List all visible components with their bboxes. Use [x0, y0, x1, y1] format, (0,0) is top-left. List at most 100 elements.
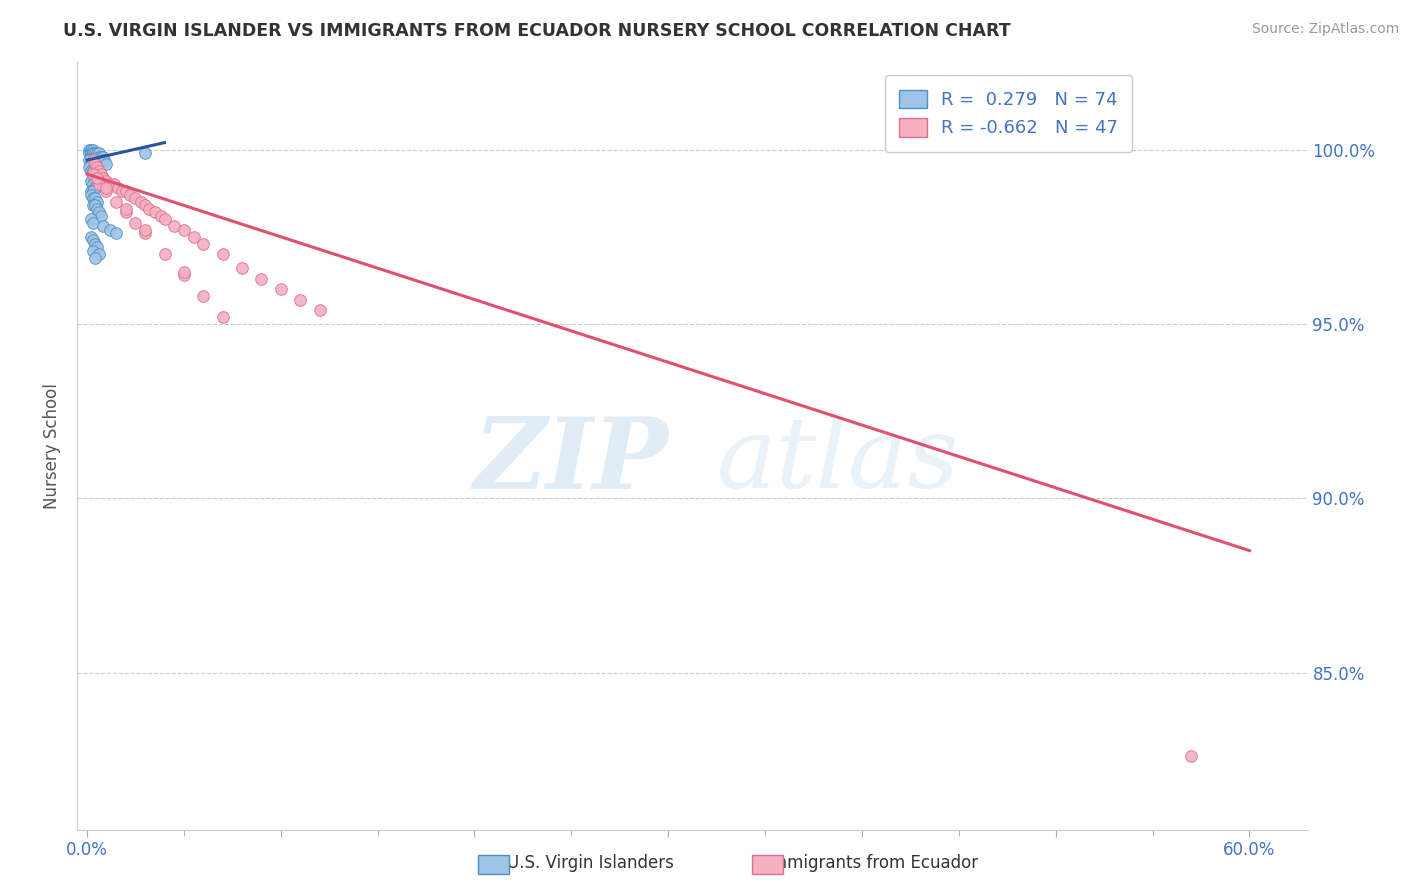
Point [86, 202, 108, 216]
Text: Source: ZipAtlas.com: Source: ZipAtlas.com [1251, 22, 1399, 37]
Point [149, 209, 172, 223]
Y-axis label: Nursery School: Nursery School [44, 383, 62, 509]
Point [163, 219, 186, 234]
Point [82, 244, 104, 258]
Point [134, 223, 156, 237]
Point [288, 293, 311, 307]
Point [82, 150, 104, 164]
Point [91, 170, 114, 185]
Point [83, 156, 105, 170]
Point [82, 185, 104, 199]
Point [77, 143, 100, 157]
Point [134, 146, 156, 161]
Point [86, 240, 108, 254]
Point [80, 143, 103, 157]
Point [77, 146, 100, 161]
Point [86, 156, 108, 170]
Point [86, 160, 108, 174]
Text: U.S. Virgin Islanders: U.S. Virgin Islanders [508, 855, 673, 872]
Point [134, 227, 156, 241]
Point [83, 153, 105, 167]
Point [129, 194, 152, 209]
Point [86, 178, 108, 192]
Point [308, 303, 330, 318]
Point [86, 153, 108, 167]
Point [138, 202, 160, 216]
Point [87, 146, 110, 161]
Point [77, 160, 100, 174]
Point [1180, 749, 1202, 764]
Point [124, 191, 146, 205]
Point [134, 198, 156, 212]
Point [211, 247, 233, 261]
Point [105, 227, 128, 241]
Point [173, 223, 195, 237]
Point [103, 178, 125, 192]
Point [153, 212, 176, 227]
Point [105, 194, 128, 209]
Text: ZIP: ZIP [472, 413, 668, 509]
Point [96, 174, 118, 188]
Point [82, 163, 104, 178]
Point [83, 156, 105, 170]
Point [107, 181, 129, 195]
Point [193, 289, 215, 303]
Point [96, 185, 118, 199]
Point [153, 247, 176, 261]
Point [82, 167, 104, 181]
Point [211, 310, 233, 324]
Point [86, 170, 108, 185]
Point [87, 163, 110, 178]
Point [86, 194, 108, 209]
Text: atlas: atlas [717, 414, 960, 509]
Point [82, 153, 104, 167]
Point [82, 160, 104, 174]
Point [87, 205, 110, 219]
Point [90, 150, 112, 164]
Point [80, 174, 103, 188]
Point [183, 229, 205, 244]
Point [82, 143, 104, 157]
Point [83, 153, 105, 167]
Point [124, 216, 146, 230]
Point [231, 261, 253, 276]
Point [80, 150, 103, 164]
Point [82, 153, 104, 167]
Point [82, 216, 104, 230]
Point [80, 163, 103, 178]
Point [98, 223, 121, 237]
Point [83, 198, 105, 212]
Point [80, 146, 103, 161]
Point [96, 181, 118, 195]
Point [82, 153, 104, 167]
Point [143, 205, 166, 219]
Point [80, 185, 103, 199]
Point [93, 153, 115, 167]
Point [114, 202, 136, 216]
Point [83, 174, 105, 188]
Point [90, 167, 112, 181]
Legend: R =  0.279   N = 74, R = -0.662   N = 47: R = 0.279 N = 74, R = -0.662 N = 47 [884, 75, 1132, 152]
Point [173, 268, 195, 282]
Point [98, 178, 121, 192]
Point [91, 153, 114, 167]
Point [80, 212, 103, 227]
Point [114, 185, 136, 199]
Point [83, 251, 105, 265]
Point [82, 191, 104, 205]
Point [114, 205, 136, 219]
Point [82, 146, 104, 161]
Point [87, 153, 110, 167]
Point [82, 233, 104, 247]
Point [82, 178, 104, 192]
Point [86, 146, 108, 161]
Text: U.S. VIRGIN ISLANDER VS IMMIGRANTS FROM ECUADOR NURSERY SCHOOL CORRELATION CHART: U.S. VIRGIN ISLANDER VS IMMIGRANTS FROM … [63, 22, 1011, 40]
Point [250, 271, 273, 285]
Point [96, 156, 118, 170]
Point [80, 160, 103, 174]
Point [80, 150, 103, 164]
Point [90, 153, 112, 167]
Point [80, 188, 103, 202]
Point [80, 146, 103, 161]
Point [82, 156, 104, 170]
